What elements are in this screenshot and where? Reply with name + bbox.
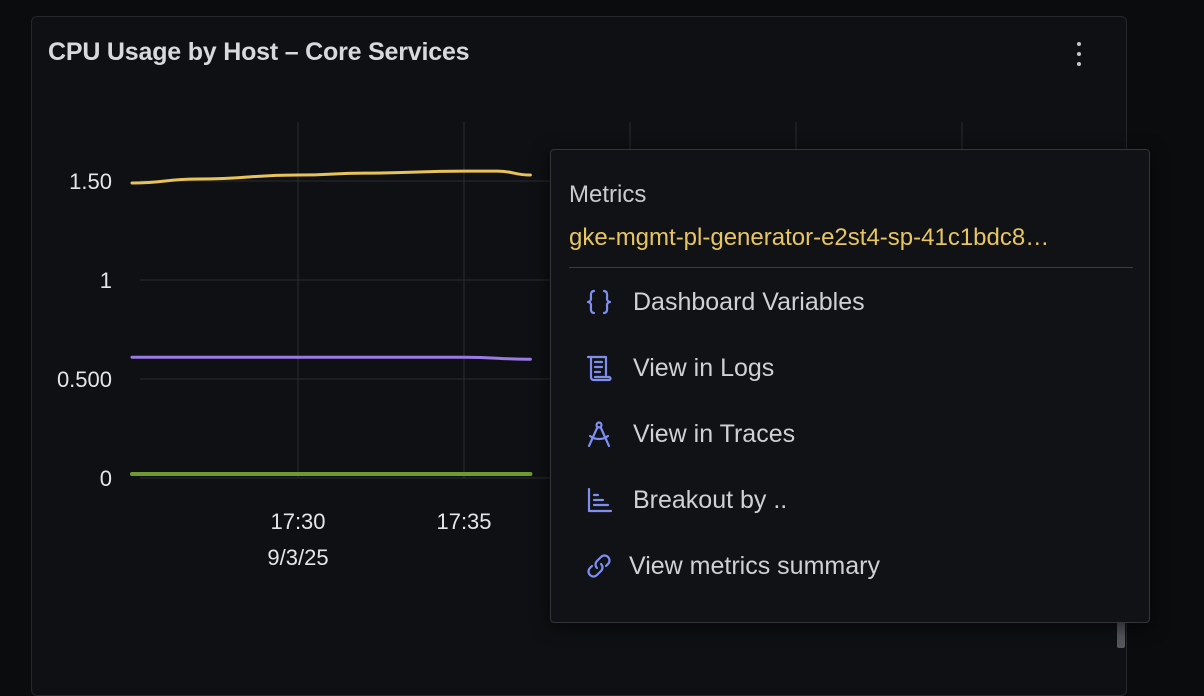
chart-series <box>130 169 533 477</box>
kebab-dot <box>1077 62 1081 66</box>
x-tick-date-label: 9/3/25 <box>267 545 328 570</box>
menu-item-label: View in Traces <box>633 419 796 448</box>
logs-icon <box>583 352 615 384</box>
panel-scrollbar[interactable] <box>1117 622 1125 648</box>
y-tick-label: 1.50 <box>69 169 112 194</box>
chart-ticks: 0 0.500 1 1.50 17:30 9/3/25 17:35 <box>57 169 492 570</box>
braces-icon <box>583 286 615 318</box>
menu-item-view-in-traces[interactable]: View in Traces <box>583 414 795 454</box>
x-tick-label: 17:30 <box>270 509 325 534</box>
series-line <box>130 169 532 185</box>
y-tick-label: 0 <box>100 466 112 491</box>
menu-item-label: Dashboard Variables <box>633 287 865 316</box>
series-line <box>130 355 532 361</box>
panel-title: CPU Usage by Host – Core Services <box>48 38 470 66</box>
popover-heading: Metrics <box>569 181 647 208</box>
menu-item-breakout-by[interactable]: Breakout by .. <box>583 480 787 520</box>
traces-icon <box>583 418 615 450</box>
popover-series-name: gke-mgmt-pl-generator-e2st4-sp-41c1bdc8… <box>569 224 1050 251</box>
breakout-icon <box>583 484 615 516</box>
link-icon <box>583 550 615 582</box>
x-tick-label: 17:35 <box>436 509 491 534</box>
menu-item-dashboard-variables[interactable]: Dashboard Variables <box>583 282 865 322</box>
kebab-dot <box>1077 52 1081 56</box>
menu-item-label: View in Logs <box>633 353 775 382</box>
kebab-dot <box>1077 42 1081 46</box>
menu-item-label: View metrics summary <box>629 551 880 580</box>
popover-divider <box>569 267 1133 268</box>
menu-item-view-in-logs[interactable]: View in Logs <box>583 348 774 388</box>
y-tick-label: 1 <box>100 268 112 293</box>
menu-item-view-metrics-summary[interactable]: View metrics summary <box>583 546 880 586</box>
context-popover: Metrics gke-mgmt-pl-generator-e2st4-sp-4… <box>550 149 1150 623</box>
menu-item-label: Breakout by .. <box>633 485 788 514</box>
panel-menu-button[interactable] <box>1067 40 1091 68</box>
y-tick-label: 0.500 <box>57 367 112 392</box>
